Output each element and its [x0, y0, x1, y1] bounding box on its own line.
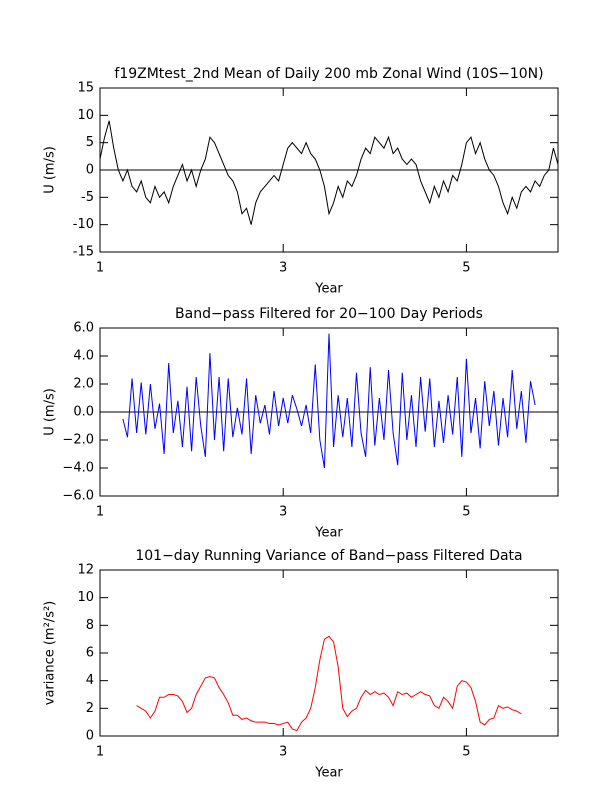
data-line	[136, 635, 522, 732]
y-tick-label: 6	[86, 646, 94, 661]
y-tick-label: 0	[86, 163, 94, 178]
chart-title: 101−day Running Variance of Band−pass Fi…	[135, 548, 522, 564]
x-axis-label: Year	[314, 766, 343, 781]
x-tick-label: 5	[462, 745, 470, 760]
data-line	[99, 120, 559, 225]
y-axis-label: U (m/s)	[43, 388, 58, 436]
y-tick-label: 4.0	[73, 349, 94, 364]
y-tick-label: 10	[77, 108, 94, 123]
y-tick-label: 12	[77, 563, 94, 578]
x-tick-label: 1	[96, 745, 104, 760]
x-tick-label: 5	[462, 261, 470, 276]
x-tick-label: 3	[279, 745, 287, 760]
plot-frame	[99, 87, 559, 253]
y-tick-label: −2.0	[62, 433, 94, 448]
y-tick-label: -10	[73, 217, 94, 232]
x-tick-label: 1	[96, 505, 104, 520]
y-axis-label: U (m/s)	[43, 146, 58, 194]
chart-title: f19ZMtest_2nd Mean of Daily 200 mb Zonal…	[114, 66, 543, 82]
data-line	[122, 333, 536, 469]
y-tick-label: 6.0	[73, 321, 94, 336]
x-axis-label: Year	[314, 526, 343, 541]
y-axis-label: variance (m²/s²)	[43, 601, 58, 705]
x-tick-label: 5	[462, 505, 470, 520]
x-tick-label: 3	[279, 261, 287, 276]
y-tick-label: 2	[86, 701, 94, 716]
chart-title: Band−pass Filtered for 20−100 Day Period…	[175, 306, 483, 322]
y-tick-label: 5	[86, 135, 94, 150]
y-tick-label: 8	[86, 618, 94, 633]
y-tick-label: −4.0	[62, 461, 94, 476]
y-tick-label: 15	[77, 81, 94, 96]
y-tick-label: 4	[86, 673, 94, 688]
y-tick-label: 2.0	[73, 377, 94, 392]
y-tick-label: -5	[81, 190, 94, 205]
y-tick-label: 0	[86, 729, 94, 744]
y-tick-label: −6.0	[62, 489, 94, 504]
x-tick-label: 1	[96, 261, 104, 276]
x-axis-label: Year	[314, 282, 343, 297]
y-tick-label: 0.0	[73, 405, 94, 420]
y-tick-label: 10	[77, 590, 94, 605]
x-tick-label: 3	[279, 505, 287, 520]
plot-frame	[99, 569, 559, 737]
plot-frame	[99, 327, 559, 497]
y-tick-label: -15	[73, 245, 94, 260]
